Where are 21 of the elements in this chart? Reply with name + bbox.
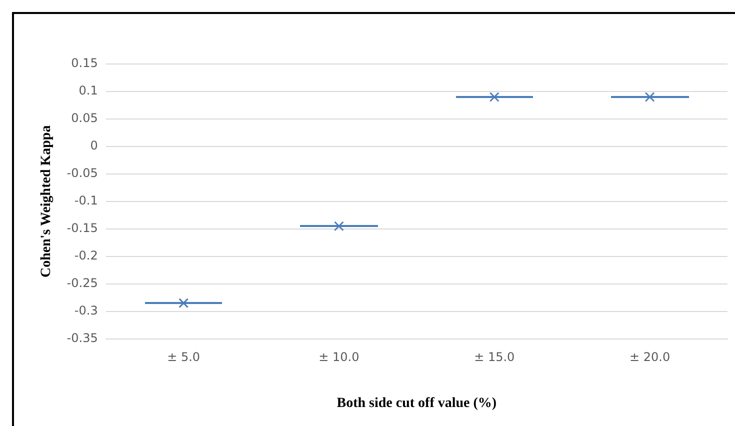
y-tick-label: -0.2 bbox=[74, 248, 98, 262]
x-tick-label: ± 5.0 bbox=[167, 350, 200, 364]
x-tick-label: ± 10.0 bbox=[318, 350, 360, 364]
y-tick-label: -0.35 bbox=[66, 330, 98, 345]
point bbox=[489, 92, 500, 102]
y-axis-title: Cohen's Weighted Kappa bbox=[39, 125, 54, 278]
point bbox=[644, 92, 655, 102]
x-tick-label: ± 20.0 bbox=[629, 350, 670, 364]
x-tick-label: ± 15.0 bbox=[474, 350, 515, 364]
y-tick-label: 0.05 bbox=[71, 111, 98, 126]
y-tick-label: -0.25 bbox=[66, 276, 98, 290]
point bbox=[334, 221, 344, 232]
y-tick-label: -0.15 bbox=[66, 221, 98, 236]
y-tick-label: 0.15 bbox=[71, 56, 98, 70]
y-tick-label: -0.3 bbox=[74, 303, 98, 318]
point bbox=[178, 298, 189, 308]
y-tick-label: 0.1 bbox=[78, 84, 98, 98]
y-tick-label: -0.1 bbox=[74, 194, 98, 208]
y-tick-label: 0 bbox=[90, 138, 98, 153]
x-axis-title: Both side cut off value (%) bbox=[336, 396, 497, 412]
y-tick-label: -0.05 bbox=[66, 166, 98, 180]
